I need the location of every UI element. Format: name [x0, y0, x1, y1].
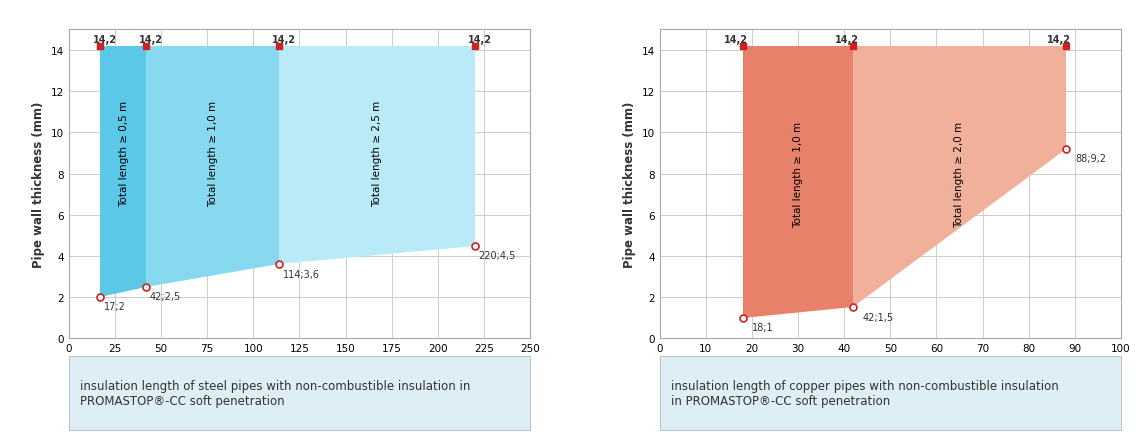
Text: 114;3,6: 114;3,6 — [283, 269, 320, 279]
Text: 17;2: 17;2 — [104, 302, 126, 312]
Y-axis label: Pipe wall thickness (mm): Pipe wall thickness (mm) — [622, 102, 636, 267]
Polygon shape — [279, 47, 475, 265]
X-axis label: Outer pipe diameter (mm): Outer pipe diameter (mm) — [803, 359, 977, 372]
Text: Total length ≥ 2,0 m: Total length ≥ 2,0 m — [954, 121, 964, 227]
Text: Total length ≥ 1,0 m: Total length ≥ 1,0 m — [208, 101, 217, 207]
Polygon shape — [146, 47, 279, 287]
Text: 220;4,5: 220;4,5 — [478, 250, 516, 260]
Polygon shape — [853, 47, 1066, 308]
Text: 14,2: 14,2 — [835, 35, 859, 45]
Y-axis label: Pipe wall thickness (mm): Pipe wall thickness (mm) — [32, 102, 45, 267]
Text: 14,2: 14,2 — [724, 35, 748, 45]
Text: 14,2: 14,2 — [468, 35, 492, 45]
Text: insulation length of steel pipes with non-combustible insulation in
PROMASTOP®-C: insulation length of steel pipes with no… — [80, 379, 470, 407]
Text: 14,2: 14,2 — [138, 35, 162, 45]
Text: 14,2: 14,2 — [1047, 35, 1071, 45]
Text: 42;2,5: 42;2,5 — [150, 292, 181, 302]
Text: 14,2: 14,2 — [272, 35, 296, 45]
Text: 88;9,2: 88;9,2 — [1075, 154, 1106, 164]
Polygon shape — [100, 47, 146, 297]
Text: insulation length of copper pipes with non-combustible insulation
in PROMASTOP®-: insulation length of copper pipes with n… — [670, 379, 1058, 407]
Text: Total length ≥ 2,5 m: Total length ≥ 2,5 m — [372, 101, 382, 207]
Text: 42;1,5: 42;1,5 — [863, 312, 893, 322]
Polygon shape — [742, 47, 853, 318]
Text: 18;1: 18;1 — [752, 322, 773, 332]
Text: Total length ≥ 0,5 m: Total length ≥ 0,5 m — [119, 101, 129, 207]
Text: 14,2: 14,2 — [93, 35, 117, 45]
Text: Total length ≥ 1,0 m: Total length ≥ 1,0 m — [793, 121, 803, 227]
X-axis label: Outer pipe diameter (mm): Outer pipe diameter (mm) — [213, 359, 387, 372]
